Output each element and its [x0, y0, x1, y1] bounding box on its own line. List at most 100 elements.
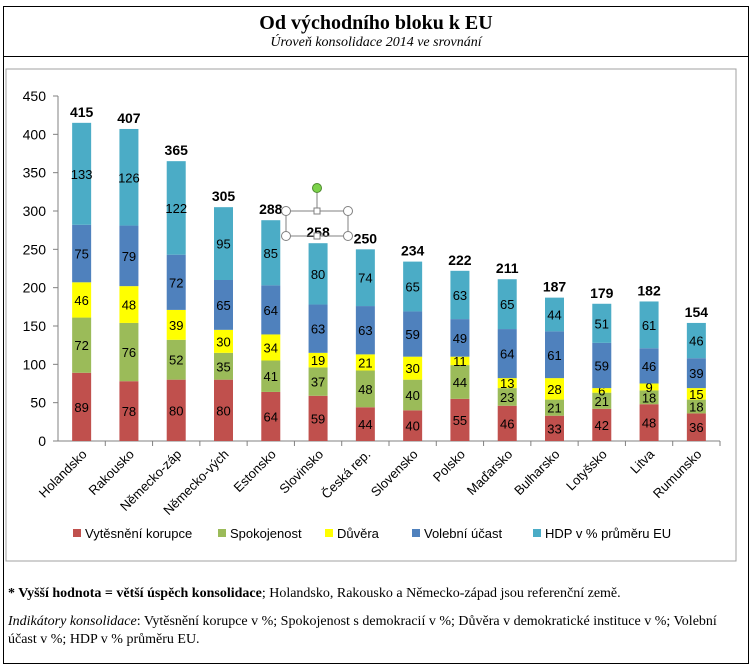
total-label: 234 — [401, 243, 425, 259]
bar-segment — [72, 282, 92, 318]
bar-segment — [308, 395, 328, 441]
note-1: * Vyšší hodnota = větší úspěch konsolida… — [8, 585, 738, 603]
rotate-handle — [312, 183, 322, 193]
bar-segment — [497, 329, 517, 379]
total-label: 288 — [259, 201, 283, 217]
bar-segment — [592, 303, 612, 343]
data-label: 64 — [500, 347, 514, 362]
data-label: 35 — [216, 359, 230, 374]
bar-segment — [497, 388, 517, 406]
total-label: 154 — [685, 304, 709, 320]
bar-segment — [355, 407, 375, 441]
data-label: 19 — [311, 353, 325, 368]
data-label: 65 — [405, 280, 419, 295]
bar-segment — [639, 348, 659, 384]
data-label: 74 — [358, 271, 372, 286]
data-label: 33 — [547, 421, 561, 436]
data-label: 39 — [169, 318, 183, 333]
data-label: 65 — [500, 297, 514, 312]
data-label: 89 — [74, 400, 88, 415]
legend-swatch — [412, 529, 420, 537]
bar-segment — [261, 334, 281, 361]
bar-segment — [639, 390, 659, 405]
data-label: 41 — [264, 369, 278, 384]
bar-segment — [450, 319, 470, 357]
bar-segment — [166, 161, 186, 255]
legend-label: Volební účast — [424, 526, 502, 541]
data-label: 44 — [453, 375, 467, 390]
data-label: 28 — [547, 382, 561, 397]
data-label: 21 — [358, 355, 372, 370]
title-box: Od východního bloku k EU Úroveň konsolid… — [4, 7, 748, 57]
bar-segment — [686, 322, 706, 359]
data-label: 18 — [642, 390, 656, 405]
bar-segment — [119, 381, 139, 441]
bar-segment — [214, 207, 233, 280]
data-label: 80 — [311, 267, 325, 282]
bar-segment — [450, 365, 470, 399]
bar-segment — [592, 388, 612, 393]
data-label: 48 — [122, 298, 136, 313]
data-label: 46 — [642, 359, 656, 374]
bar-segment — [545, 297, 564, 332]
y-tick-label: 250 — [23, 241, 47, 257]
y-tick-label: 100 — [23, 356, 47, 372]
data-label: 48 — [358, 382, 372, 397]
data-label: 39 — [689, 366, 703, 381]
figure-frame: Od východního bloku k EU Úroveň konsolid… — [3, 6, 749, 664]
bar-segment — [214, 280, 233, 330]
bar-segment — [403, 356, 423, 380]
legend-swatch — [533, 529, 541, 537]
bar-segment — [450, 356, 470, 366]
bar-segment — [261, 391, 281, 441]
bar-segment — [403, 410, 423, 441]
data-label: 95 — [216, 237, 230, 252]
y-tick-label: 300 — [23, 203, 47, 219]
bar-segment — [214, 352, 233, 380]
data-label: 13 — [500, 376, 514, 391]
data-label: 59 — [405, 327, 419, 342]
legend-label: Vytěsnění korupce — [85, 526, 192, 541]
data-label: 85 — [264, 246, 278, 261]
bar-segment — [355, 370, 375, 408]
data-label: 6 — [598, 383, 605, 398]
data-label: 48 — [642, 416, 656, 431]
note-1-rest: ; Holandsko, Rakousko a Německo-západ js… — [261, 586, 621, 601]
data-label: 63 — [311, 322, 325, 337]
data-label: 80 — [169, 403, 183, 418]
data-label: 59 — [595, 358, 609, 373]
total-label: 222 — [448, 252, 472, 268]
data-label: 11 — [453, 354, 467, 369]
data-label: 52 — [169, 353, 183, 368]
bar-segment — [450, 398, 470, 441]
bar-segment — [119, 128, 139, 226]
bar-segment — [261, 285, 281, 335]
y-tick-label: 200 — [23, 280, 47, 296]
bar-segment — [166, 254, 186, 310]
data-label: 63 — [358, 323, 372, 338]
note-2-label: Indikátory konsolidace — [8, 614, 137, 629]
legend-label: Spokojenost — [230, 526, 302, 541]
resize-handle-s — [313, 232, 321, 240]
resize-handle-se — [343, 231, 353, 241]
bar-segment — [686, 399, 706, 414]
data-label: 44 — [358, 417, 372, 432]
data-label: 49 — [453, 331, 467, 346]
legend-label: HDP v % průměru EU — [545, 526, 671, 541]
bar-segment — [450, 270, 470, 320]
total-label: 415 — [70, 104, 94, 120]
data-label: 64 — [264, 303, 278, 318]
bar-segment — [119, 322, 139, 382]
bar-segment — [119, 286, 139, 323]
data-label: 64 — [264, 409, 278, 424]
y-tick-label: 50 — [30, 395, 46, 411]
data-label: 61 — [547, 348, 561, 363]
chart-area[interactable]: 0 50 100 150 200 250 300 350 400 450 89 72 46 75 133 4… — [5, 68, 737, 562]
bar-segment — [403, 379, 423, 411]
data-label: 18 — [689, 400, 703, 415]
bar-segment — [592, 408, 612, 441]
data-label: 133 — [71, 167, 93, 182]
data-label: 9 — [645, 380, 652, 395]
bar-segment — [261, 360, 281, 392]
